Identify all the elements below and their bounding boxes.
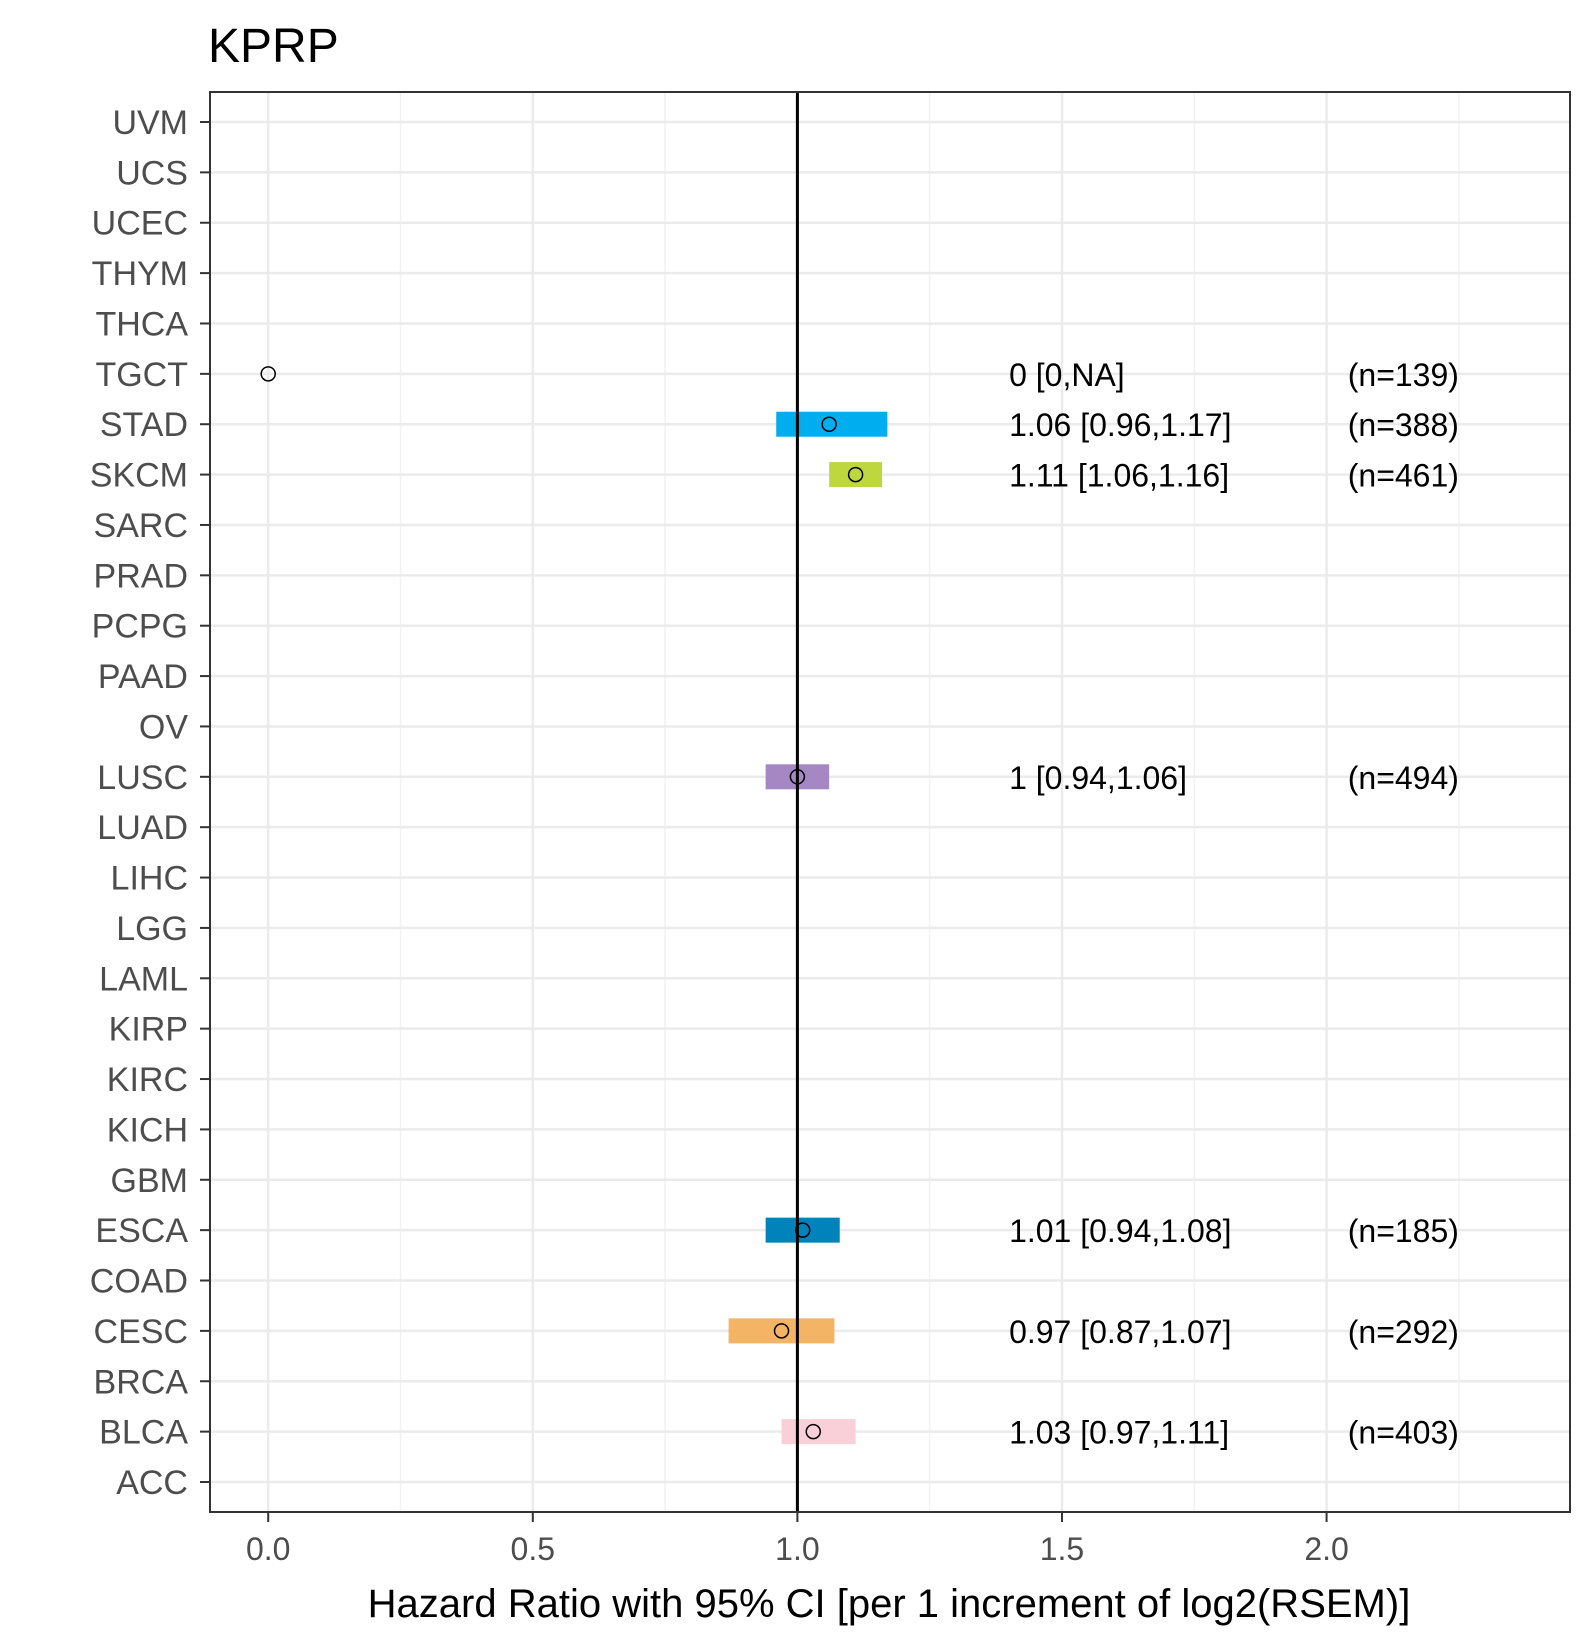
minor-gridlines [399, 92, 1460, 1512]
estimate-label-esca: 1.01 [0.94,1.08] [1009, 1213, 1231, 1249]
x-tick-label-4: 2.0 [1304, 1531, 1348, 1567]
n-label-stad: (n=388) [1348, 407, 1459, 443]
y-tick-label-lgg: LGG [116, 910, 188, 948]
y-tick-label-kirc: KIRC [107, 1061, 188, 1099]
point-esca [794, 1222, 811, 1238]
estimate-label-tgct: 0 [0,NA] [1009, 357, 1125, 393]
y-axis: UVM UCS UCEC THYM THCA TGCT STAD SKCM SARC PRAD PC… [90, 104, 210, 1502]
y-tick-label-blca: BLCA [99, 1414, 188, 1452]
x-axis: 0.0 0.5 1.0 1.5 2.0 [246, 1512, 1349, 1567]
y-tick-label-prad: PRAD [94, 557, 188, 595]
y-tick-label-skcm: SKCM [90, 457, 188, 495]
y-tick-label-tgct: TGCT [95, 356, 188, 394]
point-stad [821, 416, 837, 432]
n-label-cesc: (n=292) [1348, 1314, 1459, 1350]
y-tick-label-uvm: UVM [112, 104, 188, 142]
x-tick-label-1: 0.5 [511, 1531, 555, 1567]
estimate-label-cesc: 0.97 [0.87,1.07] [1009, 1314, 1231, 1350]
estimate-label-blca: 1.03 [0.97,1.11] [1009, 1415, 1229, 1451]
y-tick-label-ucs: UCS [116, 154, 188, 192]
y-tick-label-paad: PAAD [98, 658, 188, 696]
ci-bar-skcm [829, 462, 883, 488]
panel-border [209, 91, 1571, 1513]
y-tick-label-kich: KICH [107, 1111, 188, 1149]
estimate-label-stad: 1.06 [0.96,1.17] [1009, 407, 1231, 443]
estimate-label-lusc: 1 [0.94,1.06] [1009, 760, 1187, 796]
y-tick-label-luad: LUAD [97, 809, 188, 847]
y-tick-label-gbm: GBM [111, 1162, 188, 1200]
point-cesc [773, 1323, 790, 1339]
ci-bar-blca [781, 1419, 856, 1445]
y-tick-label-acc: ACC [116, 1464, 188, 1502]
ci-bar-cesc [728, 1318, 835, 1344]
sample-size-labels: (n=139) (n=388) (n=461) (n=494) (n=185) (n=29… [1348, 357, 1459, 1451]
n-label-skcm: (n=461) [1348, 458, 1459, 494]
y-tick-label-brca: BRCA [94, 1363, 189, 1401]
y-tick-label-stad: STAD [100, 406, 188, 444]
point-tgct [260, 366, 276, 382]
y-tick-label-lihc: LIHC [111, 860, 188, 898]
point-skcm [847, 466, 864, 483]
n-label-esca: (n=185) [1348, 1213, 1459, 1249]
y-tick-label-ucec: UCEC [92, 205, 188, 243]
y-tick-label-cesc: CESC [94, 1313, 188, 1351]
y-tick-label-laml: LAML [99, 960, 188, 998]
y-tick-label-coad: COAD [90, 1263, 188, 1301]
point-lusc [789, 769, 806, 785]
y-tick-label-lusc: LUSC [97, 759, 188, 797]
ci-bar-stad [776, 411, 888, 437]
x-axis-title: Hazard Ratio with 95% CI [per 1 incremen… [368, 1582, 1411, 1626]
x-tick-label-3: 1.5 [1040, 1531, 1084, 1567]
point-estimates [260, 366, 864, 1440]
chart-title: KPRP [208, 20, 339, 73]
x-tick-label-2: 1.0 [775, 1531, 819, 1567]
y-tick-label-pcpg: PCPG [92, 608, 188, 646]
estimate-label-skcm: 1.11 [1.06,1.16] [1009, 458, 1229, 494]
x-tick-label-0: 0.0 [246, 1531, 290, 1567]
point-blca [805, 1423, 822, 1440]
estimate-labels: 0 [0,NA] 1.06 [0.96,1.17] 1.11 [1.06,1.16]… [1009, 357, 1231, 1451]
n-label-lusc: (n=494) [1348, 760, 1459, 796]
y-tick-label-sarc: SARC [94, 507, 188, 545]
y-tick-label-thca: THCA [95, 305, 188, 343]
n-label-tgct: (n=139) [1348, 357, 1459, 393]
y-tick-label-esca: ESCA [95, 1212, 188, 1250]
y-tick-label-ov: OV [139, 708, 188, 746]
ci-bars [728, 411, 888, 1445]
y-tick-label-thym: THYM [92, 255, 188, 293]
y-tick-label-kirp: KIRP [109, 1011, 188, 1049]
n-label-blca: (n=403) [1348, 1415, 1459, 1451]
ci-bar-esca [765, 1217, 840, 1243]
major-gridlines [210, 92, 1570, 1512]
